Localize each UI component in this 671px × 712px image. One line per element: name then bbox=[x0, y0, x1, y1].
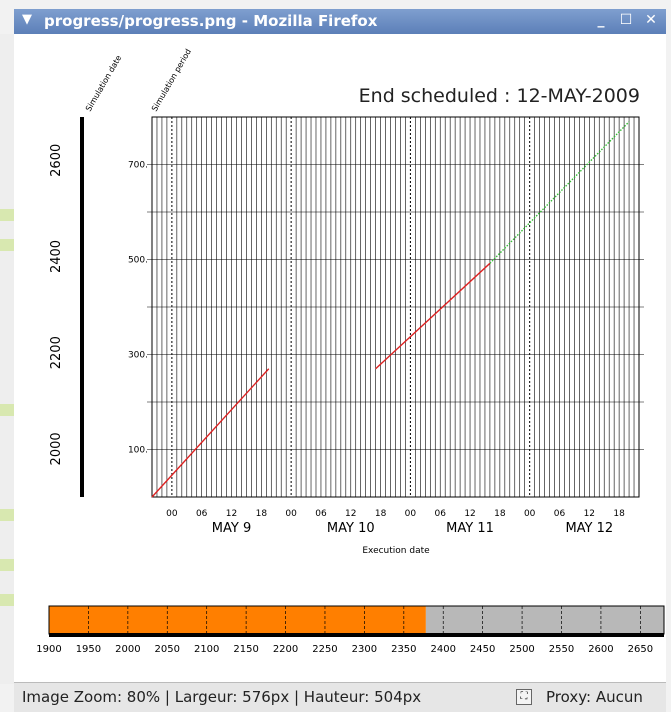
proxy-icon[interactable]: ⛶ bbox=[516, 689, 532, 705]
x-hour-tick-label: 12 bbox=[584, 509, 595, 519]
simulation-period-label: Simulation period bbox=[150, 47, 193, 113]
progress-tick-label: 2200 bbox=[273, 644, 298, 655]
progress-figure: 2600 2400 2200 2000 Simulation date Simulat… bbox=[36, 47, 665, 655]
x-hour-tick-label: 12 bbox=[345, 509, 356, 519]
progress-tick-label: 2400 bbox=[431, 644, 456, 655]
x-day-label: MAY 9 bbox=[212, 521, 251, 536]
plot-grid bbox=[147, 117, 644, 497]
x-hour-tick-label: 12 bbox=[464, 509, 475, 519]
y-tick-label: 300. bbox=[128, 351, 148, 361]
progress-bar bbox=[48, 605, 665, 637]
progress-tick-label: 2100 bbox=[194, 644, 219, 655]
progress-bar-ticks: 1900 1950 2000 2050 2100 2150 2200 2250 2300 2350… bbox=[36, 606, 653, 655]
plot-series bbox=[151, 121, 630, 498]
progress-tick-label: 1950 bbox=[76, 644, 101, 655]
progress-tick-label: 2300 bbox=[352, 644, 377, 655]
progress-tick-label: 2350 bbox=[391, 644, 416, 655]
status-bar: Image Zoom: 80% | Largeur: 576px | Haute… bbox=[14, 682, 666, 712]
x-axis-label: Execution date bbox=[362, 546, 430, 556]
progress-baseline bbox=[49, 633, 664, 637]
image-zoom-status: Image Zoom: 80% | Largeur: 576px | Haute… bbox=[22, 688, 422, 706]
minimize-button[interactable]: _ bbox=[597, 12, 605, 28]
y-tick-label: 500. bbox=[128, 256, 148, 266]
end-scheduled-label: End scheduled : 12-MAY-2009 bbox=[359, 85, 640, 107]
x-hour-tick-label: 18 bbox=[256, 509, 268, 519]
window-menu-icon[interactable]: ▼ bbox=[22, 12, 32, 27]
x-hour-tick-label: 06 bbox=[434, 509, 446, 519]
progress-tick-label: 2050 bbox=[155, 644, 180, 655]
progress-tick-label: 2150 bbox=[233, 644, 258, 655]
maximize-button[interactable]: ☐ bbox=[619, 12, 633, 28]
proxy-status[interactable]: Proxy: Aucun bbox=[546, 688, 643, 706]
x-day-label: MAY 11 bbox=[446, 521, 494, 536]
x-hour-tick-label: 00 bbox=[285, 509, 297, 519]
x-day-label: MAY 10 bbox=[327, 521, 375, 536]
simulation-date-tick-label: 2200 bbox=[49, 336, 64, 369]
y-tick-labels: 100. 300. 500. 700. bbox=[128, 161, 148, 456]
x-hour-tick-label: 18 bbox=[613, 509, 625, 519]
simulation-date-bar bbox=[80, 117, 84, 497]
progress-tick-label: 2250 bbox=[312, 644, 337, 655]
image-viewport: 2600 2400 2200 2000 Simulation date Simulat… bbox=[14, 34, 666, 682]
simulation-date-tick-label: 2400 bbox=[49, 240, 64, 273]
x-day-label: MAY 12 bbox=[565, 521, 613, 536]
progress-series-line-3 bbox=[489, 121, 630, 264]
progress-series-line-2 bbox=[375, 262, 491, 370]
y-tick-label: 100. bbox=[128, 446, 148, 456]
simulation-date-tick-label: 2600 bbox=[49, 144, 64, 177]
simulation-date-label: Simulation date bbox=[84, 54, 123, 113]
progress-tick-label: 2000 bbox=[115, 644, 140, 655]
progress-tick-label: 2450 bbox=[470, 644, 495, 655]
window-title: progress/progress.png - Mozilla Firefox bbox=[44, 12, 378, 30]
progress-remaining bbox=[425, 606, 664, 634]
x-hour-tick-label: 12 bbox=[226, 509, 237, 519]
progress-tick-label: 2500 bbox=[509, 644, 534, 655]
close-button[interactable]: ✕ bbox=[645, 12, 657, 28]
x-hour-tick-label: 18 bbox=[494, 509, 506, 519]
x-hour-tick-label: 00 bbox=[524, 509, 536, 519]
x-hour-tick-label: 00 bbox=[166, 509, 178, 519]
x-hour-tick-label: 18 bbox=[375, 509, 387, 519]
x-hour-tick-label: 06 bbox=[315, 509, 327, 519]
progress-tick-label: 2550 bbox=[549, 644, 574, 655]
y-tick-label: 700. bbox=[128, 161, 148, 171]
background-window-strip bbox=[0, 34, 14, 684]
progress-completed bbox=[49, 606, 426, 634]
progress-tick-label: 2600 bbox=[588, 644, 613, 655]
simulation-date-tick-label: 2000 bbox=[49, 432, 64, 465]
progress-tick-label: 2650 bbox=[628, 644, 653, 655]
x-hour-tick-label: 06 bbox=[554, 509, 566, 519]
simulation-date-scale: 2600 2400 2200 2000 bbox=[49, 144, 64, 466]
x-hour-tick-label: 00 bbox=[405, 509, 417, 519]
progress-tick-label: 1900 bbox=[36, 644, 61, 655]
window-titlebar[interactable]: ▼ progress/progress.png - Mozilla Firefo… bbox=[14, 9, 666, 34]
x-hour-tick-label: 06 bbox=[196, 509, 208, 519]
progress-series-line-1 bbox=[151, 368, 270, 498]
